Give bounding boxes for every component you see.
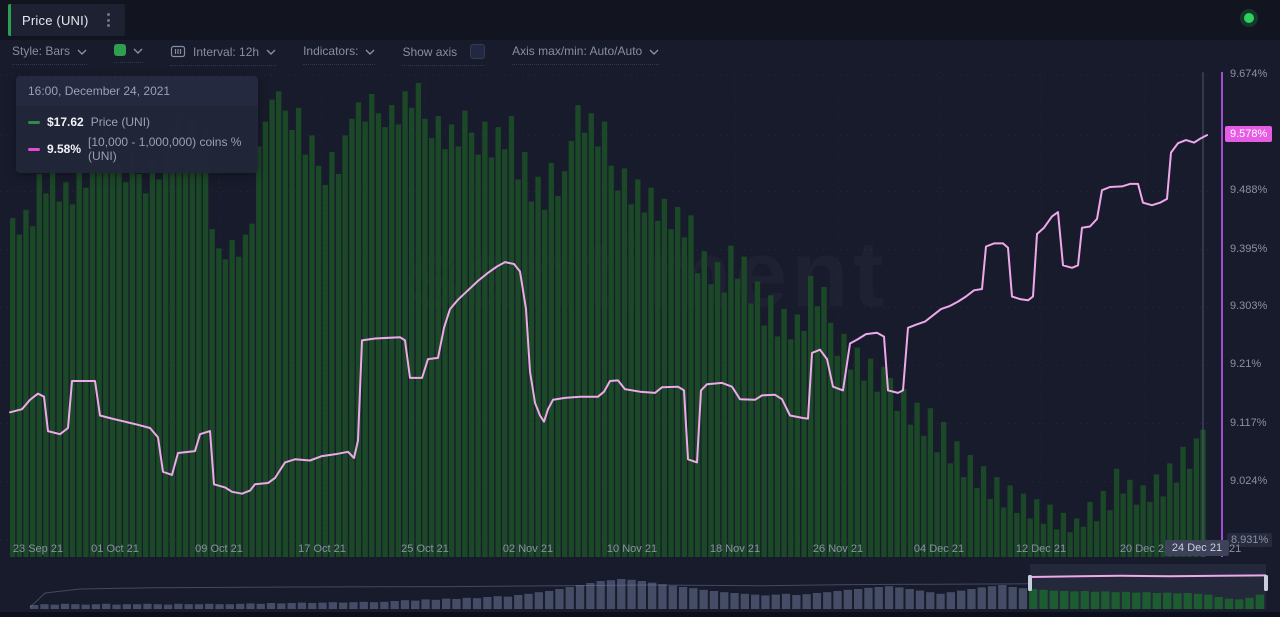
chart-tooltip: 16:00, December 24, 2021 $17.62 Price (UN… <box>16 76 258 173</box>
color-swatch <box>114 44 127 56</box>
show-axis-label: Show axis <box>402 44 458 59</box>
chevron-down-icon <box>133 48 143 54</box>
status-dot-icon[interactable] <box>1244 13 1254 23</box>
tooltip-label: [10,000 - 1,000,000) coins % (UNI) <box>88 135 242 163</box>
indicators-menu[interactable]: Indicators: <box>303 44 376 65</box>
brush-handle-right <box>1264 575 1268 591</box>
style-selector[interactable]: Style: Bars <box>12 44 88 65</box>
color-picker[interactable] <box>114 44 144 63</box>
series-dash-icon <box>28 120 40 124</box>
show-axis-toggle[interactable]: Show axis <box>402 44 486 66</box>
tooltip-rows: $17.62 Price (UNI) 9.58% [10,000 - 1,000,00… <box>16 106 258 173</box>
tooltip-timestamp: 16:00, December 24, 2021 <box>16 76 258 106</box>
interval-selector[interactable]: Interval: 12h <box>170 44 277 66</box>
toolbar: Style: Bars Interval: 12h Indicators: Sh… <box>12 44 686 68</box>
interval-icon <box>170 45 186 58</box>
tooltip-value: 9.58% <box>47 142 82 156</box>
chevron-down-icon <box>77 49 87 55</box>
style-selector-label: Style: Bars <box>12 44 71 58</box>
chevron-down-icon <box>266 49 276 55</box>
top-bar: Price (UNI) <box>0 0 1280 40</box>
bottom-strip <box>0 612 1280 617</box>
brush-handle-left <box>1028 575 1032 591</box>
indicators-menu-label: Indicators: <box>303 44 359 58</box>
metric-tab-title: Price (UNI) <box>22 12 89 28</box>
interval-selector-label: Interval: 12h <box>193 44 260 59</box>
chevron-down-icon <box>649 49 659 55</box>
chevron-down-icon <box>365 49 375 55</box>
axis-maxmin-label: Axis max/min: Auto/Auto <box>512 44 643 58</box>
range-navigator[interactable] <box>0 562 1280 612</box>
kebab-menu-icon[interactable] <box>104 10 113 30</box>
tooltip-row: 9.58% [10,000 - 1,000,000) coins % (UNI) <box>28 135 246 163</box>
show-axis-checkbox[interactable] <box>470 44 486 59</box>
tooltip-value: $17.62 <box>47 115 84 129</box>
series-dash-icon <box>28 147 40 151</box>
navigator-chart[interactable] <box>0 562 1280 612</box>
metric-tab[interactable]: Price (UNI) <box>8 4 126 36</box>
chart-area: santiment 9.674%9.488%9.395%9.303%9.21%9… <box>0 62 1280 560</box>
tooltip-label: Price (UNI) <box>90 115 151 129</box>
axis-maxmin-selector[interactable]: Axis max/min: Auto/Auto <box>512 44 660 65</box>
tooltip-row: $17.62 Price (UNI) <box>28 115 246 129</box>
price-holders-chart[interactable] <box>0 62 1280 560</box>
